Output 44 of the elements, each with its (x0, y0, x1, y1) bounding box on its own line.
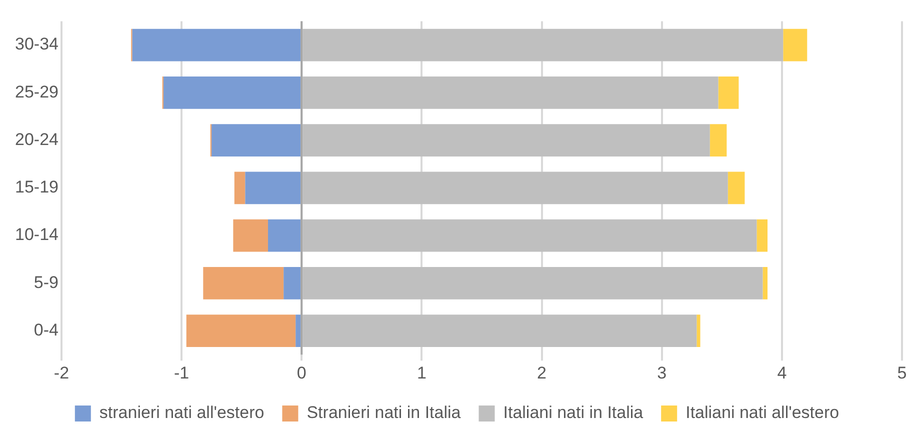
bar (212, 124, 301, 156)
bar (132, 28, 301, 62)
legend-label: stranieri nati all'estero (99, 403, 264, 422)
bar (296, 314, 301, 347)
bar (728, 172, 745, 204)
legend-label: Italiani nati in Italia (503, 403, 644, 422)
bar (234, 172, 246, 204)
bar (696, 314, 700, 347)
bar (762, 266, 768, 300)
y-tick-label: 25-29 (14, 82, 58, 102)
x-tick-label: 1 (416, 363, 426, 382)
x-tick-label: 4 (777, 363, 787, 382)
bar (284, 266, 301, 300)
bar (710, 124, 727, 156)
bar (302, 124, 710, 156)
bar (756, 219, 768, 252)
bar (186, 314, 296, 347)
x-tick-label: 0 (296, 363, 306, 382)
x-tick-label: 5 (897, 363, 907, 382)
bar (302, 266, 763, 300)
x-tick-label: 2 (537, 363, 547, 382)
bar (302, 28, 784, 62)
y-tick-label: 0-4 (34, 320, 58, 340)
bar (233, 219, 268, 252)
bar (268, 219, 301, 252)
y-tick-label: 20-24 (14, 130, 58, 149)
bar (783, 28, 808, 62)
x-tick-label: -2 (54, 363, 70, 382)
bar (203, 266, 284, 300)
legend-label: Italiani nati all'estero (686, 403, 840, 422)
y-tick-label: 5-9 (34, 272, 58, 292)
legend-label: Stranieri nati in Italia (306, 403, 462, 422)
x-tick-label: -1 (174, 363, 190, 382)
y-tick-label: 15-19 (14, 178, 58, 197)
bar (164, 76, 301, 109)
bar (302, 76, 718, 109)
x-tick-label: 3 (657, 363, 667, 382)
bar (302, 314, 697, 347)
bar (302, 219, 757, 252)
bar (718, 76, 739, 109)
y-tick-label: 30-34 (14, 34, 58, 54)
bar (302, 172, 728, 204)
y-tick-label: 10-14 (14, 225, 58, 244)
bar (245, 172, 301, 204)
